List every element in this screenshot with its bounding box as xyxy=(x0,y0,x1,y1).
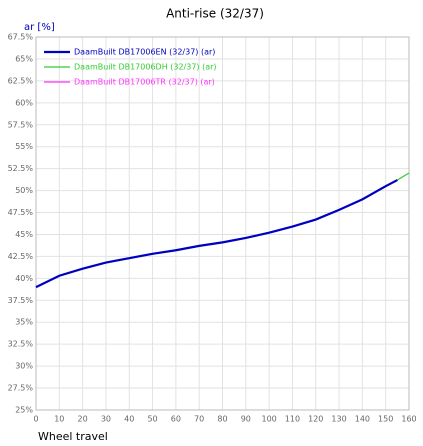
plot-frame xyxy=(35,36,410,411)
x-tick-label: 40 xyxy=(124,415,134,424)
y-tick-label: 25% xyxy=(15,406,33,415)
legend-label: DaamBuilt DB17006DH (32/37) (ar) xyxy=(74,63,217,72)
y-tick-label: 55% xyxy=(15,142,33,151)
x-tick-label: 50 xyxy=(147,415,157,424)
y-tick-label: 65% xyxy=(15,54,33,63)
y-tick-label: 27.5% xyxy=(8,384,34,393)
y-tick-label: 35% xyxy=(15,318,33,327)
x-tick-label: 100 xyxy=(261,415,276,424)
series-line xyxy=(35,179,398,289)
y-tick-label: 52.5% xyxy=(8,164,34,173)
y-tick-label: 67.5% xyxy=(8,33,34,42)
y-tick-label: 37.5% xyxy=(8,296,34,305)
x-tick-label: 150 xyxy=(378,415,393,424)
x-tick-label: 10 xyxy=(54,415,64,424)
x-tick-label: 130 xyxy=(331,415,346,424)
x-tick-label: 110 xyxy=(285,415,300,424)
x-tick-label: 80 xyxy=(217,415,227,424)
x-tick-label: 140 xyxy=(355,415,370,424)
y-axis-label: ar [%] xyxy=(24,22,55,33)
y-tick-label: 45% xyxy=(15,230,33,239)
x-tick-label: 160 xyxy=(401,415,416,424)
x-tick-label: 20 xyxy=(78,415,88,424)
y-tick-label: 50% xyxy=(15,186,33,195)
y-tick-label: 32.5% xyxy=(8,340,34,349)
legend-label: DaamBuilt DB17006EN (32/37) (ar) xyxy=(74,48,215,57)
x-axis-label: Wheel travel xyxy=(38,430,108,443)
x-tick-label: 70 xyxy=(194,415,204,424)
x-tick-label: 90 xyxy=(241,415,251,424)
y-tick-label: 57.5% xyxy=(8,120,34,129)
y-tick-label: 47.5% xyxy=(8,208,34,217)
x-tick-label: 0 xyxy=(33,415,38,424)
y-tick-label: 42.5% xyxy=(8,252,34,261)
y-tick-label: 62.5% xyxy=(8,76,34,85)
legend-label: DaamBuilt DB17006TR (32/37) (ar) xyxy=(74,78,215,87)
series-line xyxy=(35,179,398,288)
chart-title: Anti-rise (32/37) xyxy=(166,7,264,21)
x-tick-label: 30 xyxy=(101,415,111,424)
y-tick-label: 30% xyxy=(15,362,33,371)
y-tick-label: 60% xyxy=(15,98,33,107)
x-tick-label: 60 xyxy=(171,415,181,424)
y-tick-label: 40% xyxy=(15,274,33,283)
x-tick-label: 120 xyxy=(308,415,323,424)
